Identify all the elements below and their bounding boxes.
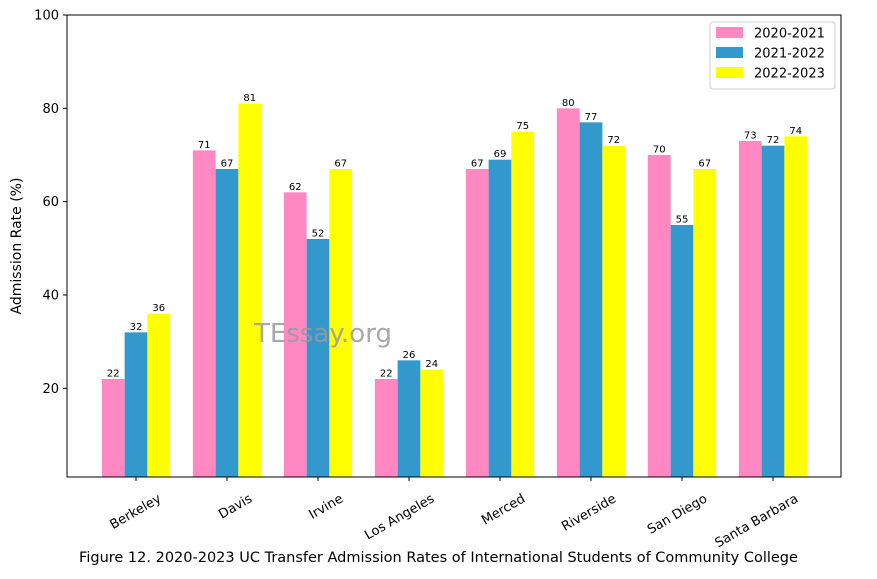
y-tick-label: 20 [42, 382, 59, 397]
bar-value-label: 77 [585, 112, 598, 123]
x-axis: Berkeley Davis Irvine Los Angeles Merced Rive… [107, 477, 801, 551]
legend: 2020-2021 2021-2022 2022-2023 [709, 21, 836, 90]
bar [124, 332, 148, 477]
bar [329, 169, 353, 477]
bar [579, 122, 603, 477]
y-tick-label: 100 [34, 9, 59, 24]
bar-value-label: 67 [698, 159, 711, 170]
legend-swatch [716, 27, 743, 38]
bar [556, 108, 580, 477]
bar-value-label: 32 [130, 322, 143, 333]
bar [647, 155, 671, 477]
bar [374, 379, 398, 477]
bar-value-label: 72 [607, 135, 620, 146]
bar-value-label: 75 [516, 121, 529, 132]
bar-value-label: 67 [471, 159, 484, 170]
bar [693, 169, 717, 477]
figure-caption: Figure 12. 2020-2023 UC Transfer Admissi… [79, 550, 798, 566]
value-labels-layer: 22 71 62 22 67 80 70 73 32 67 52 26 69 77 55 72 36 81 67 24… [107, 93, 802, 379]
bars-layer [101, 103, 808, 478]
bar [215, 169, 239, 477]
bar [192, 150, 216, 478]
bar [420, 369, 444, 477]
bar-value-label: 22 [107, 369, 120, 380]
x-tick-label: San Diego [645, 491, 710, 537]
bar-value-label: 52 [312, 229, 325, 240]
bar-value-label: 74 [789, 126, 802, 137]
legend-label: 2020-2021 [754, 27, 825, 42]
bar [397, 360, 421, 477]
bar-value-label: 80 [562, 98, 575, 109]
x-tick-label: Davis [216, 491, 255, 522]
legend-swatch [716, 47, 743, 58]
y-tick-label: 80 [42, 102, 59, 117]
y-axis-label: Admission Rate (%) [9, 178, 25, 315]
x-tick-label: Irvine [307, 491, 346, 522]
bar [283, 192, 307, 478]
x-tick-label: Berkeley [107, 491, 164, 532]
bar [511, 131, 535, 477]
bar-value-label: 73 [744, 131, 757, 142]
x-tick-label: Los Angeles [362, 491, 437, 543]
y-tick-label: 40 [42, 289, 59, 304]
bar [670, 225, 694, 477]
bar [147, 313, 171, 477]
bar-value-label: 67 [221, 159, 234, 170]
bar [101, 379, 125, 477]
bar-value-label: 71 [198, 140, 211, 151]
legend-label: 2021-2022 [754, 47, 825, 62]
bar-value-label: 70 [653, 145, 666, 156]
bar [465, 169, 489, 477]
y-axis: 20 40 60 80 100 [34, 9, 67, 397]
bar [738, 141, 762, 477]
bar-value-label: 36 [152, 303, 165, 314]
legend-swatch [716, 67, 743, 78]
x-tick-label: Riverside [559, 491, 619, 534]
legend-label: 2022-2023 [754, 67, 825, 82]
bar-value-label: 69 [494, 149, 507, 160]
plot-frame [66, 14, 842, 478]
bar [238, 103, 262, 478]
bar-value-label: 81 [243, 93, 256, 104]
bar-value-label: 67 [334, 159, 347, 170]
bar [784, 136, 808, 478]
x-tick-label: Santa Barbara [713, 491, 801, 551]
watermark: TEssay.org [253, 319, 392, 349]
bar [306, 239, 330, 477]
bar-value-label: 22 [380, 369, 393, 380]
bar-value-label: 24 [425, 359, 438, 370]
bar-value-label: 55 [676, 215, 689, 226]
bar [602, 145, 626, 477]
bar-value-label: 62 [289, 182, 302, 193]
x-tick-label: Merced [479, 491, 528, 528]
bar [761, 145, 785, 477]
bar-value-label: 26 [403, 350, 416, 361]
bar [488, 159, 512, 477]
y-tick-label: 60 [42, 195, 59, 210]
bar-value-label: 72 [767, 135, 780, 146]
